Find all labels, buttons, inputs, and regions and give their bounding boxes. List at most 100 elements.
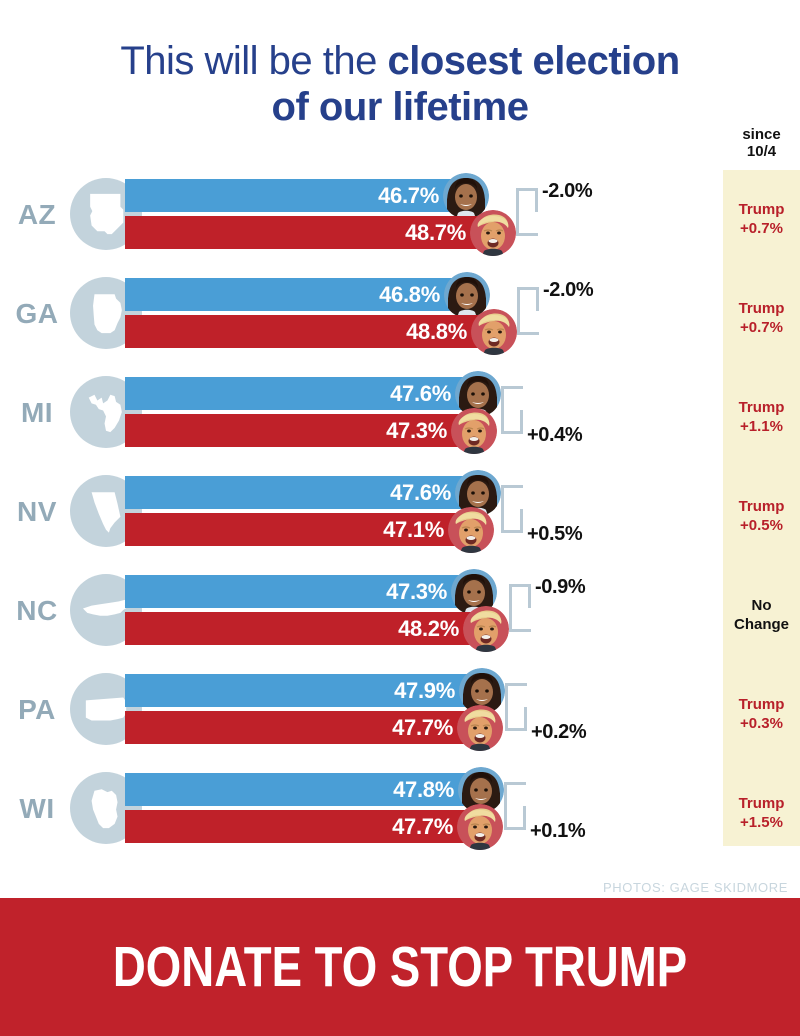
state-abbreviation: NC <box>16 595 58 626</box>
north-carolina-state-icon <box>82 599 128 616</box>
margin-bracket-icon <box>501 386 523 434</box>
trump-face-icon <box>451 407 497 454</box>
margin-bracket-group: +0.4% <box>501 368 633 467</box>
since-change-cell: Trump +1.5% <box>723 794 800 832</box>
since-change-cell: No Change <box>723 596 800 634</box>
since-change-line1: Trump <box>738 498 785 515</box>
trump-bar: 48.8% <box>125 308 517 355</box>
harris-percent-label: 47.6% <box>390 479 451 505</box>
margin-bracket-icon <box>509 584 531 632</box>
donate-banner[interactable]: DONATE TO STOP TRUMP <box>0 898 800 1036</box>
harris-face-icon <box>444 271 490 318</box>
margin-bracket-group: -0.9% <box>509 566 641 665</box>
state-abbreviation: AZ <box>17 199 57 230</box>
harris-bar: 46.7% <box>125 172 489 219</box>
since-change-line2: +0.7% <box>740 220 783 237</box>
margin-label: -2.0% <box>543 279 594 301</box>
state-row: NC 47.3% 48.2% -0.9% No Change <box>0 566 800 665</box>
trump-percent-label: 48.2% <box>398 615 459 641</box>
photo-credit: PHOTOS: GAGE SKIDMORE <box>602 880 788 895</box>
margin-label: +0.2% <box>531 721 587 743</box>
margin-bracket-icon <box>517 287 539 335</box>
harris-bar: 47.8% <box>125 766 504 813</box>
pennsylvania-state-icon <box>85 697 127 721</box>
margin-label: +0.4% <box>527 424 583 446</box>
since-change-line1: Trump <box>738 300 785 317</box>
margin-bracket-group: +0.5% <box>501 467 633 566</box>
harris-percent-label: 46.8% <box>379 281 440 307</box>
trump-percent-label: 47.1% <box>383 516 444 542</box>
state-row: GA 46.8% 48.8% -2.0% Trump +0.7% <box>0 269 800 368</box>
trump-face-icon <box>448 506 494 553</box>
harris-face-icon <box>451 568 497 615</box>
state-row: MI 47.6% 47.3% +0.4% Trump +1.1% <box>0 368 800 467</box>
harris-percent-label: 47.8% <box>393 776 454 802</box>
since-change-line2: +0.5% <box>740 517 783 534</box>
since-date: 10/4 <box>746 143 777 160</box>
trump-face-icon <box>457 704 503 751</box>
change-column-background <box>723 170 800 846</box>
michigan-state-icon <box>88 394 122 433</box>
title-line2-bold: of our lifetime <box>271 85 529 129</box>
arizona-state-icon <box>90 193 124 235</box>
harris-bar: 47.6% <box>125 370 501 417</box>
donate-banner-label: DONATE TO STOP TRUMP <box>112 935 688 999</box>
trump-percent-label: 47.7% <box>392 813 453 839</box>
since-change-cell: Trump +1.1% <box>723 398 800 436</box>
harris-percent-label: 47.3% <box>386 578 447 604</box>
since-change-line2: Change <box>733 616 789 633</box>
trump-face-icon <box>463 605 509 652</box>
margin-label: -0.9% <box>535 576 586 598</box>
since-change-cell: Trump +0.5% <box>723 497 800 535</box>
margin-label: -2.0% <box>542 180 593 202</box>
harris-face-icon <box>455 370 501 417</box>
state-abbreviation: GA <box>15 298 59 329</box>
trump-bar: 48.2% <box>125 605 509 652</box>
since-change-line2: +0.7% <box>740 319 783 336</box>
harris-face-icon <box>443 172 489 219</box>
trump-percent-label: 48.8% <box>406 318 467 344</box>
since-change-line2: +1.5% <box>740 814 783 831</box>
state-row: NV 47.6% 47.1% +0.5% Trump +0.5% <box>0 467 800 566</box>
harris-percent-label: 46.7% <box>378 182 439 208</box>
harris-percent-label: 47.6% <box>390 380 451 406</box>
since-change-line1: Trump <box>738 795 785 812</box>
trump-bar: 47.3% <box>125 407 497 454</box>
margin-bracket-group: -2.0% <box>516 170 648 269</box>
trump-bar: 47.7% <box>125 704 503 751</box>
trump-bar: 47.7% <box>125 803 503 850</box>
page-title: This will be the closest election of our… <box>0 38 800 130</box>
harris-bar: 47.3% <box>125 568 497 615</box>
margin-bracket-icon <box>504 782 526 830</box>
since-change-line2: +0.3% <box>740 715 783 732</box>
margin-bracket-group: +0.2% <box>505 665 637 764</box>
state-row: AZ 46.7% 48.7% -2.0% Trump +0.7% <box>0 170 800 269</box>
wisconsin-state-icon <box>91 789 118 829</box>
harris-bar: 46.8% <box>125 271 490 318</box>
margin-bracket-group: -2.0% <box>517 269 649 368</box>
harris-face-icon <box>459 667 505 714</box>
since-change-cell: Trump +0.7% <box>723 200 800 238</box>
trump-bar: 48.7% <box>125 209 516 256</box>
title-line1-regular: This will be the <box>120 39 388 83</box>
state-abbreviation: PA <box>18 694 56 725</box>
georgia-state-icon <box>93 294 122 334</box>
harris-face-icon <box>458 766 504 813</box>
since-change-line1: Trump <box>738 696 785 713</box>
since-change-line2: +1.1% <box>740 418 783 435</box>
state-row: PA 47.9% 47.7% +0.2% Trump +0.3% <box>0 665 800 764</box>
margin-bracket-icon <box>505 683 527 731</box>
harris-percent-label: 47.9% <box>394 677 455 703</box>
trump-bar: 47.1% <box>125 506 494 553</box>
title-line1-bold: closest election <box>387 39 681 83</box>
harris-bar: 47.6% <box>125 469 501 516</box>
trump-face-icon <box>471 308 517 355</box>
since-column-header: since 10/4 <box>723 126 800 160</box>
state-abbreviation: NV <box>17 496 57 527</box>
margin-bracket-icon <box>516 188 538 236</box>
margin-label: +0.1% <box>530 820 586 842</box>
since-change-cell: Trump +0.7% <box>723 299 800 337</box>
harris-bar: 47.9% <box>125 667 505 714</box>
